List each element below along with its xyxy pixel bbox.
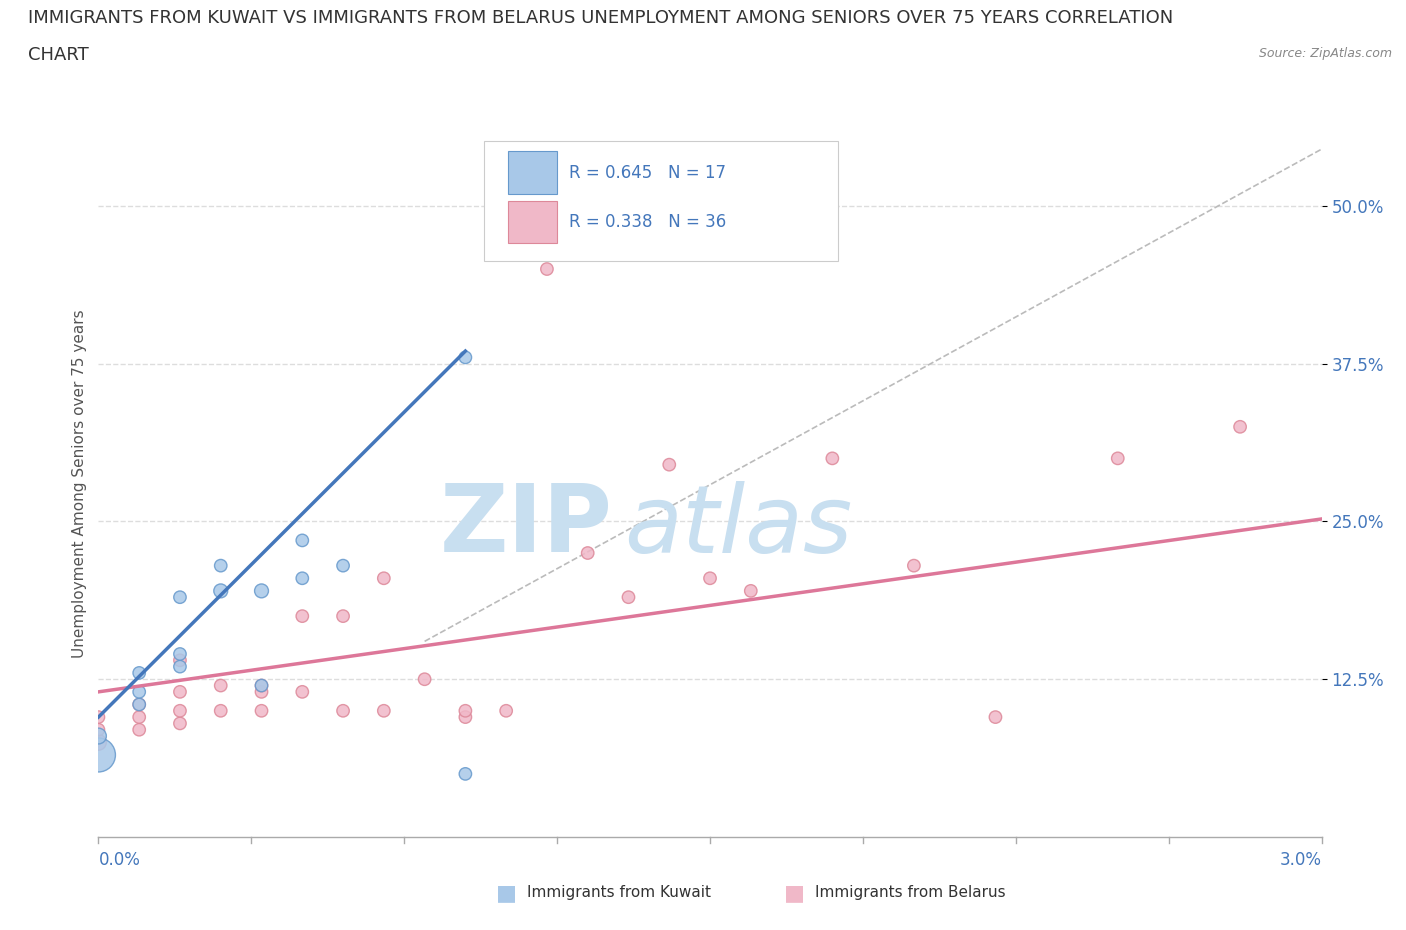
- Text: R = 0.338   N = 36: R = 0.338 N = 36: [569, 213, 727, 231]
- Point: [373, 571, 395, 586]
- Text: CHART: CHART: [28, 46, 89, 64]
- Text: ZIP: ZIP: [439, 480, 612, 572]
- Point: [291, 684, 314, 699]
- Point: [128, 698, 150, 712]
- Point: [87, 723, 110, 737]
- Point: [250, 678, 273, 693]
- Point: [87, 728, 110, 743]
- Point: [209, 558, 232, 573]
- Text: R = 0.645   N = 17: R = 0.645 N = 17: [569, 164, 727, 181]
- Point: [128, 666, 150, 681]
- Text: 0.0%: 0.0%: [98, 851, 141, 869]
- Point: [209, 678, 232, 693]
- Point: [169, 590, 191, 604]
- Y-axis label: Unemployment Among Seniors over 75 years: Unemployment Among Seniors over 75 years: [72, 310, 87, 658]
- Point: [1107, 451, 1129, 466]
- Point: [291, 571, 314, 586]
- Text: Immigrants from Kuwait: Immigrants from Kuwait: [527, 885, 711, 900]
- Point: [454, 766, 477, 781]
- Point: [250, 703, 273, 718]
- Point: [984, 710, 1007, 724]
- Point: [454, 703, 477, 718]
- Point: [332, 558, 354, 573]
- Point: [169, 653, 191, 668]
- Point: [291, 533, 314, 548]
- Text: ■: ■: [785, 883, 804, 903]
- Point: [169, 684, 191, 699]
- Point: [169, 646, 191, 661]
- Text: 3.0%: 3.0%: [1279, 851, 1322, 869]
- Point: [87, 748, 110, 763]
- Point: [821, 451, 844, 466]
- Point: [332, 703, 354, 718]
- Point: [169, 716, 191, 731]
- Point: [291, 609, 314, 624]
- Point: [536, 261, 558, 276]
- Point: [658, 458, 681, 472]
- Point: [128, 723, 150, 737]
- Text: Source: ZipAtlas.com: Source: ZipAtlas.com: [1258, 46, 1392, 60]
- Point: [699, 571, 721, 586]
- Point: [128, 684, 150, 699]
- FancyBboxPatch shape: [508, 201, 557, 244]
- Point: [740, 583, 762, 598]
- Point: [332, 609, 354, 624]
- Text: Immigrants from Belarus: Immigrants from Belarus: [815, 885, 1007, 900]
- Point: [169, 659, 191, 674]
- Point: [454, 350, 477, 365]
- Point: [87, 710, 110, 724]
- Text: ■: ■: [496, 883, 516, 903]
- Point: [250, 678, 273, 693]
- FancyBboxPatch shape: [484, 140, 838, 261]
- Point: [1229, 419, 1251, 434]
- Point: [250, 684, 273, 699]
- Point: [87, 735, 110, 750]
- Text: atlas: atlas: [624, 481, 852, 572]
- Point: [128, 710, 150, 724]
- Point: [454, 710, 477, 724]
- Point: [413, 671, 436, 686]
- Text: IMMIGRANTS FROM KUWAIT VS IMMIGRANTS FROM BELARUS UNEMPLOYMENT AMONG SENIORS OVE: IMMIGRANTS FROM KUWAIT VS IMMIGRANTS FRO…: [28, 9, 1174, 27]
- Point: [209, 583, 232, 598]
- Point: [495, 703, 517, 718]
- Point: [128, 698, 150, 712]
- FancyBboxPatch shape: [508, 152, 557, 193]
- Point: [250, 583, 273, 598]
- Point: [617, 590, 640, 604]
- Point: [903, 558, 925, 573]
- Point: [209, 703, 232, 718]
- Point: [169, 703, 191, 718]
- Point: [576, 546, 599, 561]
- Point: [373, 703, 395, 718]
